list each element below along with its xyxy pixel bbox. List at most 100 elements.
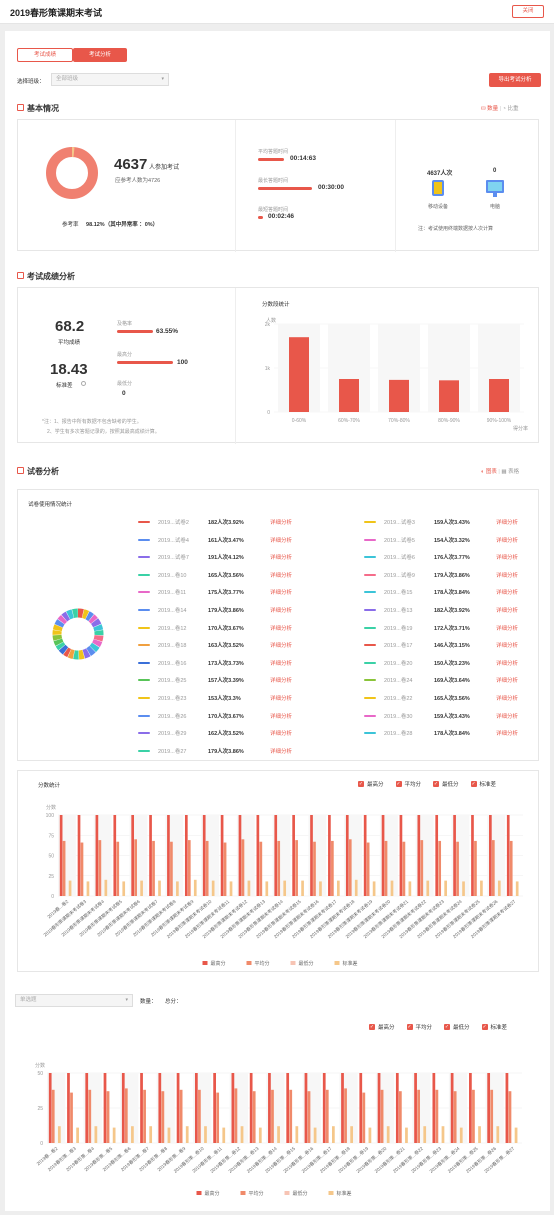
series-bar [292,815,295,896]
page-title: 2019春形策课期末考试 [10,8,103,18]
paper-stat: 191人次4.12% [208,555,244,562]
y-tick-label: 0 [267,410,270,416]
series-checkbox[interactable]: ✓ 最低分 [433,780,459,788]
check-icon[interactable]: ✓ [444,1024,451,1030]
detail-analysis-link[interactable]: 详细分析 [496,660,519,667]
legend-line [364,573,376,576]
detail-analysis-link[interactable]: 详细分析 [496,590,519,597]
detail-analysis-link[interactable]: 详细分析 [270,537,293,544]
series-checkbox[interactable]: ✓ 平均分 [406,1023,432,1031]
tab-exam-score[interactable]: 考试成绩 [17,48,73,62]
series-checkbox[interactable]: ✓ 平均分 [395,780,421,788]
detail-analysis-link[interactable]: 详细分析 [496,572,519,579]
series-checkbox[interactable]: ✓ 标准差 [470,780,496,788]
database-icon[interactable]: ⛁ [481,106,486,112]
export-analysis-button[interactable]: 导出考试分析 [489,73,541,87]
detail-analysis-link[interactable]: 详细分析 [270,625,293,632]
detail-analysis-link[interactable]: 详细分析 [270,678,293,685]
detail-analysis-link[interactable]: 详细分析 [496,731,519,738]
detail-analysis-link[interactable]: 详细分析 [270,590,293,597]
series-checkbox[interactable]: ✓ 最高分 [369,1023,395,1031]
detail-analysis-link[interactable]: 详细分析 [496,520,519,526]
legend-line [364,697,376,699]
series-checkbox[interactable]: ✓ 标准差 [481,1023,507,1031]
check-icon[interactable]: ✓ [369,1024,375,1030]
detail-analysis-link[interactable]: 详细分析 [270,660,293,667]
series-bar [158,880,161,896]
detail-analysis-link[interactable]: 详细分析 [496,678,519,685]
series-bar [149,815,152,896]
series-bar [274,815,278,896]
chart-icon[interactable]: ◐ [481,469,485,475]
series-bar [229,881,233,896]
series-bar [453,1091,457,1143]
series-bar [469,1073,472,1143]
toggle-count[interactable]: 数量 [487,106,499,112]
divider [395,120,396,252]
paper-usage-card: 试卷使用情况统计 2019...试卷2 182人次3.92% 详细分析 2019...… [17,489,539,761]
legend-line [138,591,150,594]
tab-exam-analysis[interactable]: 考试分析 [73,48,127,62]
x-tick-label: 0-60% [292,418,307,424]
series-bar [167,815,170,896]
paper-usage-item: 2019...试卷7 191人次4.12% 详细分析 [138,553,292,561]
detail-analysis-link[interactable]: 详细分析 [270,520,293,526]
question-type-select[interactable]: 单选题 ▾ [15,994,133,1007]
detail-analysis-link[interactable]: 详细分析 [270,643,293,650]
detail-analysis-link[interactable]: 详细分析 [270,608,293,614]
detail-analysis-link[interactable]: 详细分析 [270,555,293,562]
series-bar [113,815,117,896]
series-checkbox-label: 最高分 [367,782,384,788]
detail-analysis-link[interactable]: 详细分析 [496,696,519,702]
paper-stat: 182人次3.92% [434,608,470,614]
series-checkbox[interactable]: ✓ 最高分 [358,780,384,788]
detail-analysis-link[interactable]: 详细分析 [496,537,519,544]
series-checkbox[interactable]: ✓ 最低分 [444,1023,470,1031]
check-icon[interactable]: ✓ [470,781,477,787]
pie-icon[interactable]: ◔ [502,106,506,112]
check-icon[interactable]: ✓ [358,781,364,787]
detail-analysis-link[interactable]: 详细分析 [496,555,519,562]
check-icon[interactable]: ✓ [406,1024,413,1030]
legend-swatch [284,1191,290,1195]
check-icon[interactable]: ✓ [481,1024,488,1030]
legend-line [364,538,376,541]
x-tick-label: 2019春形策...卷11 [191,1145,224,1175]
detail-analysis-link[interactable]: 详细分析 [496,625,519,632]
check-icon[interactable]: ✓ [433,781,440,787]
detail-analysis-link[interactable]: 详细分析 [270,572,293,579]
series-bar [277,840,281,896]
question-stat-chart: 分数025502019春...卷22019春形策...卷32019春形策...卷… [35,1062,522,1197]
score-stat-chart: 分数02550751002019春...卷22019春形策课期末考试卷32019… [42,804,523,967]
detail-analysis-link[interactable]: 详细分析 [270,696,293,702]
check-icon[interactable]: ✓ [395,781,402,787]
series-bar [295,840,298,896]
series-bar [68,880,72,896]
series-bar [304,1073,308,1143]
series-bar [363,815,367,896]
detail-analysis-link[interactable]: 详细分析 [496,643,519,650]
x-tick-label: 2019春形策...卷22 [391,1145,425,1175]
class-select[interactable]: 全部班级 ▾ [51,73,169,86]
close-button[interactable]: 关闭 [512,5,544,18]
detail-analysis-link[interactable]: 详细分析 [496,713,519,720]
detail-analysis-link[interactable]: 详细分析 [270,748,293,755]
donut-slice [52,608,104,660]
detail-analysis-link[interactable]: 详细分析 [270,731,293,738]
toggle-ratio[interactable]: 比重 [507,106,519,112]
detail-analysis-link[interactable]: 详细分析 [270,713,293,720]
toggle-chart[interactable]: 图表 [485,469,497,475]
table-icon[interactable]: ▦ [501,469,507,475]
toggle-table[interactable]: 表格 [508,469,520,475]
series-bar [198,1089,201,1143]
detail-analysis-link[interactable]: 详细分析 [496,608,519,614]
category-band [451,815,470,896]
x-tick-label: 2019春形策...卷27 [483,1145,517,1175]
paper-name: 2019...卷29 [158,731,187,738]
series-bar [386,1126,390,1143]
series-bar [204,1126,207,1143]
distribution-bar [439,380,459,412]
info-icon[interactable] [81,381,86,386]
series-bar [515,881,519,896]
series-bar [67,1073,70,1143]
